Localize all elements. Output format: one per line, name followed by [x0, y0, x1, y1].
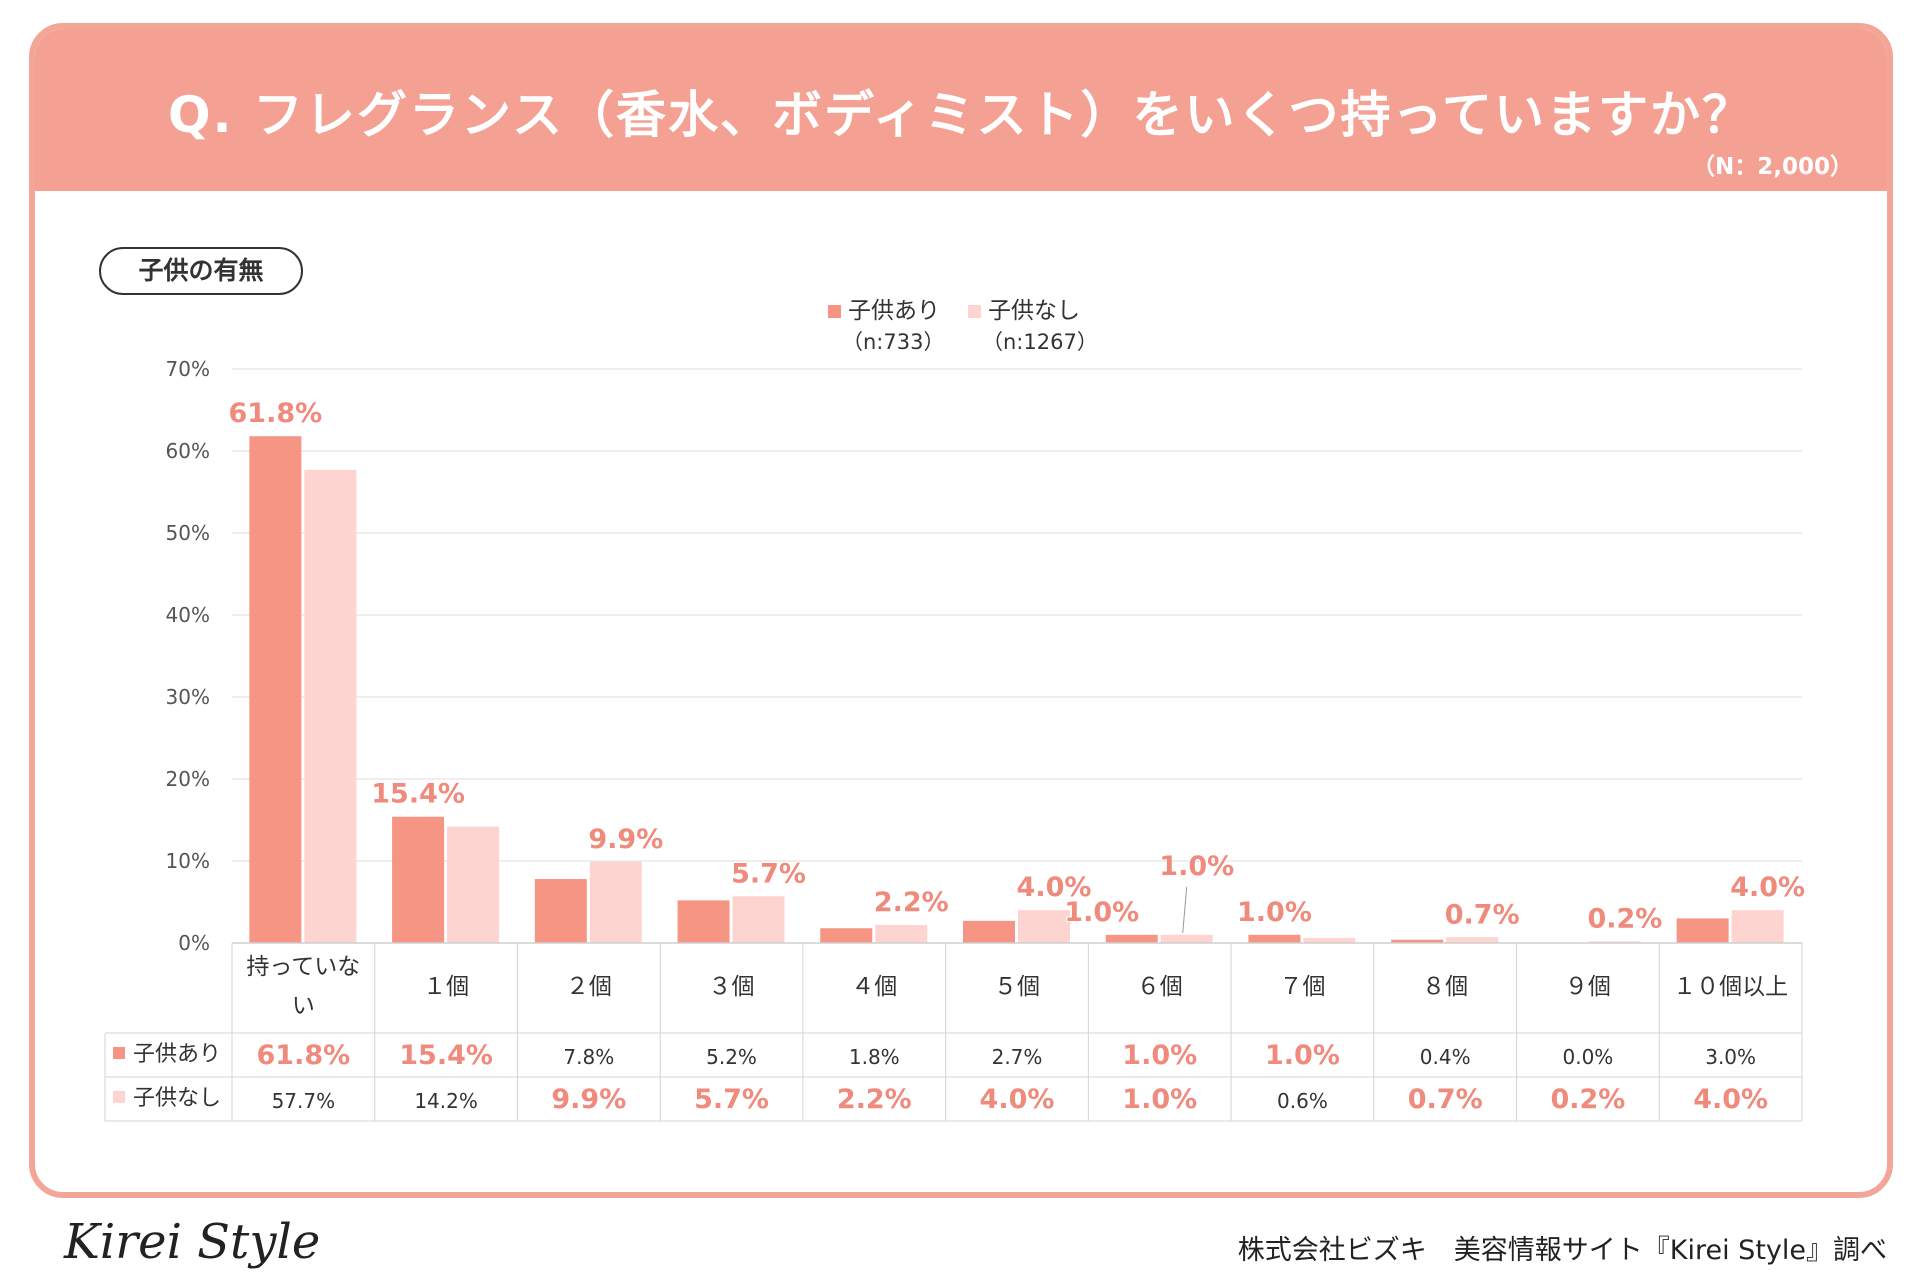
table-cell: 0.7% — [1408, 1084, 1483, 1115]
table-cell: 5.7% — [694, 1084, 769, 1115]
x-tick-label: ３個 — [709, 974, 755, 1000]
table-cell: 2.2% — [837, 1084, 912, 1115]
bar-label-series1: 1.0% — [1237, 897, 1312, 928]
bar-series2 — [304, 469, 357, 943]
legend-swatch — [828, 305, 841, 318]
y-tick-label: 10% — [166, 849, 210, 873]
bar-label-series2: 2.2% — [874, 887, 949, 918]
bar-label-series2: 1.0% — [1159, 851, 1234, 882]
table-row-label: 子供あり — [133, 1042, 221, 1067]
table-cell: 14.2% — [414, 1089, 478, 1113]
bar-series1 — [1391, 939, 1444, 943]
bar-series2 — [589, 861, 642, 943]
bar-series1 — [1105, 934, 1158, 943]
table-cell: 1.8% — [849, 1045, 900, 1069]
x-tick-label: ８個 — [1422, 974, 1468, 1000]
y-tick-label: 70% — [166, 357, 210, 381]
bar-series1 — [534, 879, 587, 943]
bar-series1 — [677, 900, 730, 943]
bar-label-series2: 0.2% — [1587, 903, 1662, 934]
leader-line — [1182, 886, 1188, 933]
bar-series1 — [249, 436, 302, 943]
legend-swatch — [968, 305, 981, 318]
header-banner: Q. フレグランス（香水、ボディミスト）をいくつ持っていますか？ （N：2,00… — [35, 29, 1887, 191]
table-cell: 3.0% — [1705, 1045, 1756, 1069]
bar-series1 — [963, 920, 1015, 943]
table-cell: 7.8% — [563, 1045, 614, 1069]
bar-series1 — [1248, 934, 1301, 943]
table-cell: 4.0% — [980, 1084, 1055, 1115]
x-tick-label: ９個 — [1565, 974, 1611, 1000]
bar-series1 — [392, 816, 445, 943]
bar-chart: 0% 10% 20% 30% 40% 50% 60% 70% 子供あり （n:733） 子供なし （n… — [104, 298, 1806, 1122]
table-cell: 0.0% — [1563, 1045, 1614, 1069]
source-credit: 株式会社ビズキ 美容情報サイト『Kirei Style』調べ — [1237, 1235, 1887, 1266]
legend-n: （n:733） — [842, 330, 944, 354]
bar-label-series2: 4.0% — [1017, 872, 1092, 903]
bar-series2 — [1018, 910, 1070, 943]
table-cell: 1.0% — [1122, 1040, 1197, 1071]
legend-n: （n:1267） — [982, 330, 1098, 354]
y-tick-label: 30% — [166, 685, 210, 709]
bar-series1 — [820, 928, 873, 943]
section-label: 子供の有無 — [99, 247, 303, 295]
table-cell: 1.0% — [1265, 1040, 1340, 1071]
x-tick-label: ５個 — [994, 974, 1040, 1000]
y-tick-label: 0% — [178, 931, 210, 955]
table-cell: 57.7% — [272, 1089, 336, 1113]
bar-series2 — [875, 924, 928, 943]
y-tick-label: 60% — [166, 439, 210, 463]
bar-label-series1: 61.8% — [229, 398, 323, 429]
bar-label-series2: 9.9% — [588, 824, 663, 855]
bar-series2 — [1303, 938, 1356, 943]
bar-series2 — [1588, 941, 1641, 943]
brand-logo: Kirei Style — [64, 1214, 321, 1270]
y-tick-label: 20% — [166, 767, 210, 791]
table-cell: 1.0% — [1122, 1084, 1197, 1115]
legend-label: 子供なし — [988, 298, 1080, 324]
y-tick-label: 40% — [166, 603, 210, 627]
table-cell: 9.9% — [551, 1084, 626, 1115]
sample-size: （N：2,000） — [1692, 154, 1853, 180]
y-tick-label: 50% — [166, 521, 210, 545]
x-tick-label: ６個 — [1137, 974, 1183, 1000]
bar-label-series1: 1.0% — [1064, 897, 1139, 928]
bar-label-series2: 0.7% — [1445, 899, 1520, 930]
table-cell: 5.2% — [706, 1045, 757, 1069]
bar-series2 — [1731, 910, 1784, 943]
bar-series2 — [1160, 934, 1213, 943]
table-row-swatch — [113, 1091, 125, 1103]
table-cell: 0.6% — [1277, 1089, 1328, 1113]
bar-series2 — [447, 826, 500, 943]
table-cell: 15.4% — [399, 1040, 493, 1071]
bar-series2 — [732, 896, 785, 943]
bar-label-series2: 4.0% — [1730, 872, 1805, 903]
x-tick-label: ７個 — [1279, 974, 1325, 1000]
table-cell: 0.4% — [1420, 1045, 1471, 1069]
table-row-label: 子供なし — [133, 1086, 221, 1111]
x-tick-label: １０個以上 — [1673, 974, 1788, 1000]
x-tick-label-cont: い — [292, 993, 315, 1019]
legend-label: 子供あり — [848, 298, 940, 324]
bar-series1 — [1676, 918, 1729, 943]
x-tick-label: ２個 — [566, 974, 612, 1000]
table-cell: 0.2% — [1550, 1084, 1625, 1115]
table-cell: 61.8% — [257, 1040, 351, 1071]
x-tick-label: ４個 — [851, 974, 897, 1000]
bar-label-series1: 15.4% — [371, 779, 465, 810]
page-title: Q. フレグランス（香水、ボディミスト）をいくつ持っていますか？ — [168, 86, 1754, 144]
bar-series2 — [1446, 937, 1499, 943]
table-cell: 2.7% — [992, 1045, 1043, 1069]
bar-label-series2: 5.7% — [731, 858, 806, 889]
x-tick-label: 持っていな — [246, 954, 360, 980]
x-tick-label: １個 — [423, 974, 469, 1000]
table-cell: 4.0% — [1693, 1084, 1768, 1115]
table-row-swatch — [113, 1047, 125, 1059]
